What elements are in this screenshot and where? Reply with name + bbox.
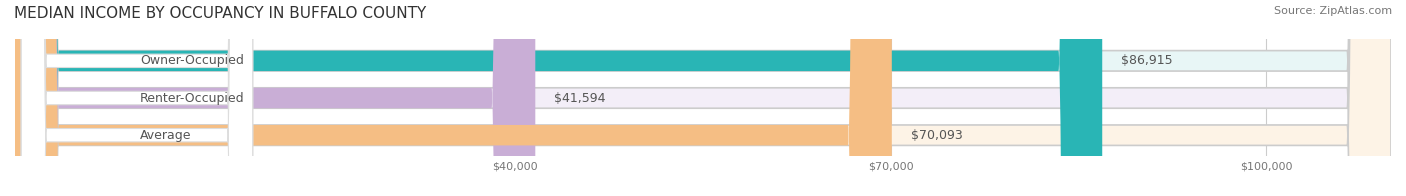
FancyBboxPatch shape	[21, 0, 253, 196]
FancyBboxPatch shape	[15, 0, 1391, 196]
Text: Source: ZipAtlas.com: Source: ZipAtlas.com	[1274, 6, 1392, 16]
FancyBboxPatch shape	[15, 0, 891, 196]
Text: Average: Average	[141, 129, 191, 142]
FancyBboxPatch shape	[15, 0, 536, 196]
FancyBboxPatch shape	[21, 0, 253, 196]
Text: $86,915: $86,915	[1121, 54, 1173, 67]
Text: MEDIAN INCOME BY OCCUPANCY IN BUFFALO COUNTY: MEDIAN INCOME BY OCCUPANCY IN BUFFALO CO…	[14, 6, 426, 21]
FancyBboxPatch shape	[15, 0, 1391, 196]
Text: Owner-Occupied: Owner-Occupied	[141, 54, 245, 67]
Text: Renter-Occupied: Renter-Occupied	[141, 92, 245, 104]
FancyBboxPatch shape	[21, 0, 253, 196]
FancyBboxPatch shape	[15, 0, 1102, 196]
Text: $41,594: $41,594	[554, 92, 606, 104]
Text: $70,093: $70,093	[911, 129, 962, 142]
FancyBboxPatch shape	[15, 0, 1391, 196]
